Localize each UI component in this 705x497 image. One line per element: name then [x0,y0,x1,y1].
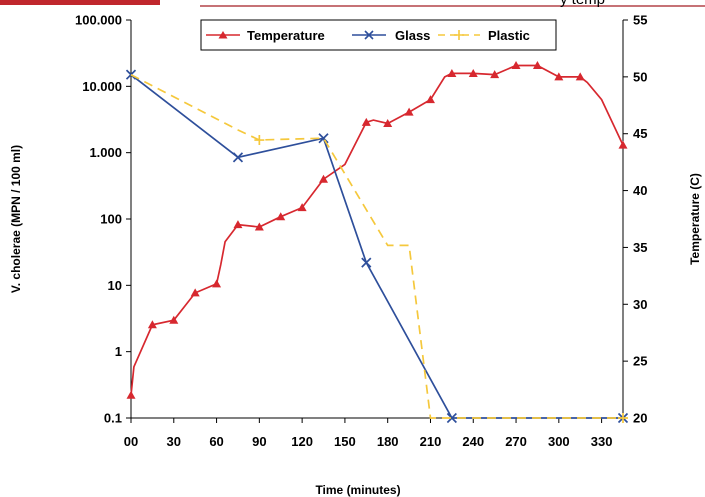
y-axis-left-title: V. cholerae (MPN / 100 ml) [9,145,23,293]
data-point-temperature [169,315,179,324]
right-axis-ticks: 20 25 30 35 40 45 50 55 [623,13,647,426]
right-tick-label: 25 [633,354,647,369]
left-tick-label: 100 [100,212,122,227]
data-point-temperature [319,174,329,183]
x-tick-label: 180 [377,434,399,449]
left-tick-label: 10 [108,278,122,293]
data-point-temperature [383,118,393,127]
data-point-temperature [276,212,286,221]
header-text: y temp [560,0,605,8]
x-tick-label: 00 [124,434,138,449]
header-strip: y temp [0,0,705,8]
data-point-glass [232,152,244,163]
left-tick-label: 1.000 [89,145,122,160]
data-point-glass [446,412,457,424]
left-tick-label: 1 [115,344,122,359]
x-marker-icon [364,30,374,40]
legend-item-glass: Glass [352,28,430,43]
legend-item-temperature: Temperature [206,28,325,43]
data-point-glass [318,133,329,144]
data-point-plastic [618,413,628,423]
plus-marker-icon [454,30,464,40]
data-point-plastic [254,135,265,146]
data-point-temperature [447,68,457,77]
series-line-temperature [130,64,624,396]
data-point-temperature [490,70,500,79]
legend: Temperature Glass Plastic [200,19,557,51]
data-point-temperature [190,288,200,297]
data-point-temperature [468,68,478,77]
x-tick-label: 300 [548,434,570,449]
x-axis-title: Time (minutes) [315,483,400,497]
data-point-temperature [554,72,564,81]
series-group [125,60,629,424]
data-point-temperature [404,107,414,116]
data-point-temperature [254,222,264,231]
x-tick-label: 210 [420,434,442,449]
data-point-temperature [297,203,307,212]
data-point-temperature [532,60,542,69]
data-point-glass [125,69,137,80]
data-point-temperature [126,390,136,399]
data-point-temperature [361,117,371,126]
left-tick-label: 100.000 [75,13,122,28]
data-point-temperature [618,140,628,149]
data-point-glass [361,257,372,268]
legend-label-temperature: Temperature [247,28,325,43]
x-tick-label: 90 [252,434,266,449]
left-axis-ticks: 0.1 1 10 100 1.000 10.000 100.000 [75,13,131,426]
x-axis-ticks: 00 30 60 90 120 150 180 210 240 270 300 330 [124,418,613,449]
right-tick-label: 50 [633,69,647,84]
legend-item-plastic: Plastic [438,28,530,43]
left-tick-label: 0.1 [104,411,122,426]
right-tick-label: 45 [633,126,647,141]
data-point-temperature [233,220,243,229]
right-tick-label: 20 [633,411,647,426]
data-point-temperature [511,60,521,69]
legend-label-plastic: Plastic [488,28,530,43]
x-tick-label: 240 [462,434,484,449]
left-tick-label: 10.000 [82,79,122,94]
x-tick-label: 150 [334,434,356,449]
x-tick-label: 330 [591,434,613,449]
x-tick-label: 30 [167,434,181,449]
right-tick-label: 55 [633,13,647,28]
data-point-temperature [575,72,585,81]
x-tick-label: 120 [291,434,313,449]
right-tick-label: 40 [633,183,647,198]
right-tick-label: 30 [633,297,647,312]
y-axis-right-title: Temperature (C) [688,173,702,265]
data-point-temperature [147,320,157,329]
legend-label-glass: Glass [395,28,430,43]
triangle-marker-icon [218,31,228,39]
x-tick-label: 60 [209,434,223,449]
x-tick-label: 270 [505,434,527,449]
data-point-temperature [212,279,222,288]
right-tick-label: 35 [633,240,647,255]
data-point-temperature [425,95,435,104]
series-line-plastic [130,73,623,419]
series-line-glass [130,74,623,419]
